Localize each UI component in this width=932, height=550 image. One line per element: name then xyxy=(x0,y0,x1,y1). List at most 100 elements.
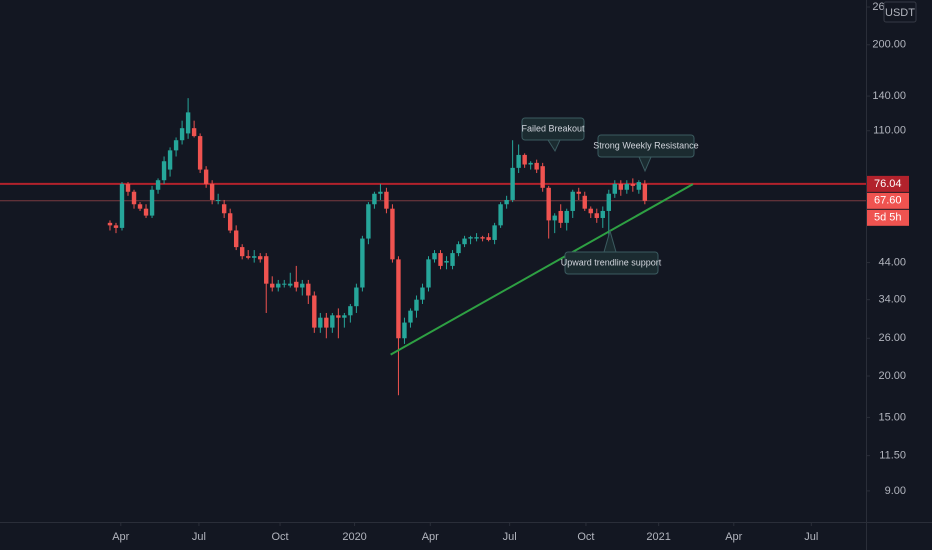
x-tick-label: Jul xyxy=(503,531,517,543)
currency-label: USDT xyxy=(885,7,915,19)
candle-body xyxy=(396,259,401,339)
y-tick-label: 15.00 xyxy=(878,411,906,423)
annotation: Strong Weekly Resistance xyxy=(593,134,699,173)
candle-body xyxy=(534,162,539,170)
candle-body xyxy=(402,322,407,339)
annotation-box xyxy=(564,251,659,275)
candle-body xyxy=(414,299,419,311)
candle-body xyxy=(288,283,293,286)
candle-body xyxy=(600,210,605,218)
candle-body xyxy=(516,154,521,168)
candle-body xyxy=(119,183,125,228)
candle-body xyxy=(426,259,431,288)
candle-body xyxy=(444,260,449,263)
candle-body xyxy=(582,195,587,209)
annotations: Failed Breakout Strong Weekly Resistance… xyxy=(521,117,699,275)
plot-area xyxy=(0,98,866,396)
x-tick-label: 2020 xyxy=(342,531,366,543)
candle-body xyxy=(576,191,581,194)
trendline xyxy=(390,183,694,356)
candle-body xyxy=(173,140,179,151)
last-price-tag-label: 67.60 xyxy=(874,195,902,207)
candle-body xyxy=(594,213,599,218)
candle-body xyxy=(570,191,575,211)
candle-body xyxy=(486,237,491,240)
candle-body xyxy=(246,256,251,258)
candle-body xyxy=(510,167,515,200)
candle-body xyxy=(432,253,437,260)
candle-body xyxy=(522,154,527,165)
candle-body xyxy=(149,189,155,216)
annotation-text: Failed Breakout xyxy=(521,123,585,133)
candle-body xyxy=(342,315,347,318)
candle-body xyxy=(348,306,353,316)
candle-body xyxy=(330,315,335,328)
y-tick-label: 44.00 xyxy=(878,256,906,268)
candle-body xyxy=(408,310,413,323)
candle-body xyxy=(155,180,161,190)
annotation-pointer xyxy=(638,156,652,173)
candle-body xyxy=(492,225,497,240)
candle-body xyxy=(528,162,533,165)
candle-body xyxy=(642,183,648,201)
candle-body xyxy=(324,317,329,328)
candle-body xyxy=(179,128,185,141)
resistance-tag xyxy=(867,175,909,192)
candle-body xyxy=(264,256,269,284)
candle-body xyxy=(420,287,425,300)
annotation-text: Strong Weekly Resistance xyxy=(593,140,698,150)
candle-body xyxy=(564,210,569,223)
candle-body xyxy=(125,183,131,192)
candle-body xyxy=(252,256,257,258)
candle-body xyxy=(588,208,593,214)
last-price-tag xyxy=(867,192,909,209)
candle-body xyxy=(215,199,221,201)
candle-body xyxy=(276,283,281,288)
candle-body xyxy=(546,187,551,221)
candle-body xyxy=(552,215,557,221)
x-tick-label: Jul xyxy=(804,531,818,543)
candle-body xyxy=(624,183,630,190)
y-tick-label: 110.00 xyxy=(873,125,906,137)
candle-body xyxy=(185,112,191,134)
annotation: Failed Breakout xyxy=(521,117,585,153)
candle-body xyxy=(612,183,617,194)
candle-body xyxy=(167,150,173,170)
candle-body xyxy=(636,182,642,190)
candle-body xyxy=(618,183,624,190)
candle-body xyxy=(372,193,377,205)
x-tick-label: Oct xyxy=(271,531,288,543)
candle-body xyxy=(558,210,563,223)
candle-body xyxy=(360,238,365,288)
candle-body xyxy=(221,204,227,214)
candle-body xyxy=(191,128,197,137)
candle-body xyxy=(161,161,167,181)
candle-body xyxy=(197,136,203,170)
candle-body xyxy=(474,237,479,239)
candle-body xyxy=(384,191,389,209)
candle-body xyxy=(354,287,359,307)
candle-body xyxy=(300,283,305,288)
candle-body xyxy=(390,208,395,260)
candle-body xyxy=(336,315,341,318)
y-tick-label: 20.00 xyxy=(878,370,906,382)
y-tick-label: 26.00 xyxy=(878,332,906,344)
candle-body xyxy=(366,204,371,239)
annotation: Upward trendline support xyxy=(561,229,662,275)
x-tick-label: Jul xyxy=(192,531,206,543)
candle-body xyxy=(450,253,455,266)
candle-body xyxy=(312,295,317,328)
candle-body xyxy=(107,222,113,226)
candle-body xyxy=(606,193,611,211)
candle-body xyxy=(282,283,287,285)
currency-box xyxy=(883,1,917,23)
price-tags: 76.04 67.60 5d 5h xyxy=(867,175,909,226)
candle-body xyxy=(630,183,636,186)
candle-body xyxy=(258,256,263,260)
candle-body xyxy=(203,169,209,184)
candle-body xyxy=(498,204,503,226)
candle-body xyxy=(480,237,485,239)
